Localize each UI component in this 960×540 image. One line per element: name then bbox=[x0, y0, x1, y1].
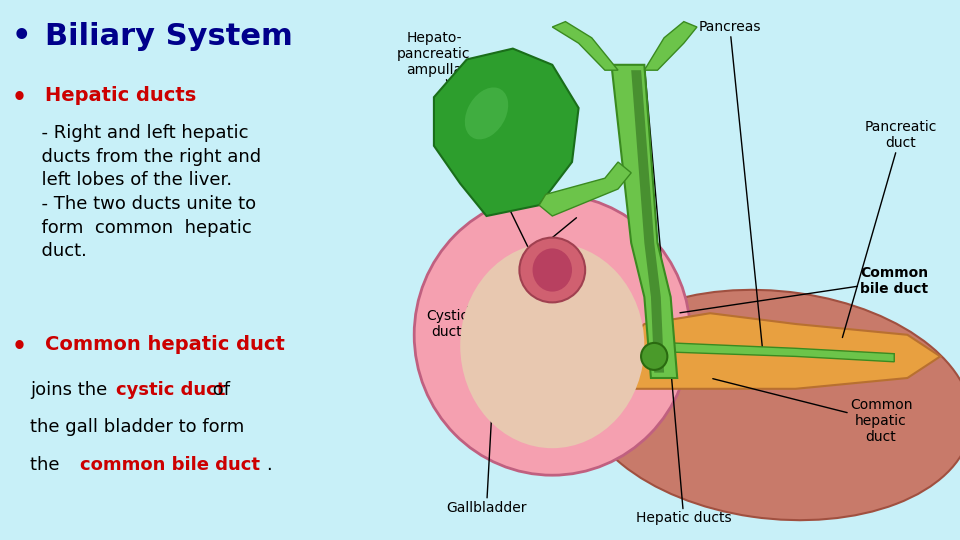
Text: .: . bbox=[266, 456, 272, 474]
Text: Common
hepatic
duct: Common hepatic duct bbox=[713, 379, 912, 444]
Ellipse shape bbox=[414, 194, 690, 475]
Text: the gall bladder to form: the gall bladder to form bbox=[31, 418, 245, 436]
Text: Pancreas: Pancreas bbox=[699, 20, 762, 348]
Polygon shape bbox=[644, 22, 697, 70]
Text: the: the bbox=[31, 456, 65, 474]
Ellipse shape bbox=[533, 248, 572, 292]
Text: Hepato-
pancreatic
ampulla: Hepato- pancreatic ampulla bbox=[397, 31, 577, 348]
Text: Biliary System: Biliary System bbox=[45, 22, 293, 51]
Polygon shape bbox=[628, 70, 664, 373]
Ellipse shape bbox=[519, 238, 586, 302]
Ellipse shape bbox=[507, 313, 689, 422]
Ellipse shape bbox=[465, 87, 508, 139]
Text: joins the: joins the bbox=[31, 381, 113, 399]
Text: Hepatic ducts: Hepatic ducts bbox=[45, 86, 197, 105]
Text: •: • bbox=[12, 22, 32, 51]
Text: common bile duct: common bile duct bbox=[80, 456, 260, 474]
Text: - Right and left hepatic
  ducts from the right and
  left lobes of the liver.
 : - Right and left hepatic ducts from the … bbox=[31, 124, 261, 260]
Polygon shape bbox=[552, 22, 618, 70]
Polygon shape bbox=[612, 65, 677, 378]
Text: •: • bbox=[12, 335, 27, 359]
Polygon shape bbox=[658, 343, 895, 362]
Text: Common hepatic duct: Common hepatic duct bbox=[45, 335, 285, 354]
Ellipse shape bbox=[580, 290, 960, 520]
Text: cystic duct: cystic duct bbox=[116, 381, 226, 399]
Text: Common
bile duct: Common bile duct bbox=[680, 266, 928, 313]
Text: Gallbladder: Gallbladder bbox=[446, 273, 527, 515]
Ellipse shape bbox=[641, 343, 667, 370]
Polygon shape bbox=[434, 49, 579, 216]
Polygon shape bbox=[540, 162, 632, 216]
Text: Pancreatic
duct: Pancreatic duct bbox=[843, 120, 937, 338]
Text: •: • bbox=[12, 86, 27, 110]
Polygon shape bbox=[618, 313, 940, 389]
Text: Cystic
duct: Cystic duct bbox=[426, 218, 576, 339]
Ellipse shape bbox=[460, 243, 644, 448]
Text: of: of bbox=[207, 381, 230, 399]
Text: Hepatic ducts: Hepatic ducts bbox=[636, 68, 732, 525]
